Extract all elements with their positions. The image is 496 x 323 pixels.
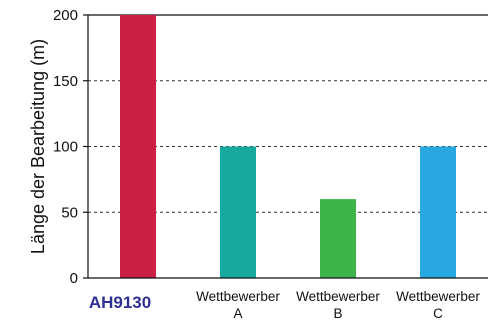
x-label-4-line-2: C (433, 306, 443, 321)
x-axis-labels: AH9130 Wettbewerber A Wettbewerber B Wettbewe… (89, 289, 481, 321)
y-tick-label-200: 200 (53, 7, 78, 24)
bar-2 (220, 146, 256, 278)
x-label-3-line-1: Wettbewerber (296, 289, 380, 304)
x-label-1: AH9130 (89, 293, 151, 312)
y-axis-ticks: 0 50 100 150 200 (53, 7, 88, 287)
y-axis-title: Länge der Bearbeitung (m) (28, 39, 48, 254)
y-tick-label-0: 0 (70, 270, 78, 287)
y-tick-label-100: 100 (53, 139, 78, 156)
x-label-2-line-2: A (233, 306, 242, 321)
bar-4 (420, 146, 456, 278)
x-label-2-line-1: Wettbewerber (196, 289, 280, 304)
x-label-4-line-1: Wettbewerber (396, 289, 480, 304)
x-label-3-line-2: B (333, 306, 342, 321)
bars (120, 15, 456, 278)
bar-3 (320, 199, 356, 278)
bar-1 (120, 15, 156, 278)
y-tick-label-50: 50 (61, 204, 78, 221)
y-tick-label-150: 150 (53, 73, 78, 90)
